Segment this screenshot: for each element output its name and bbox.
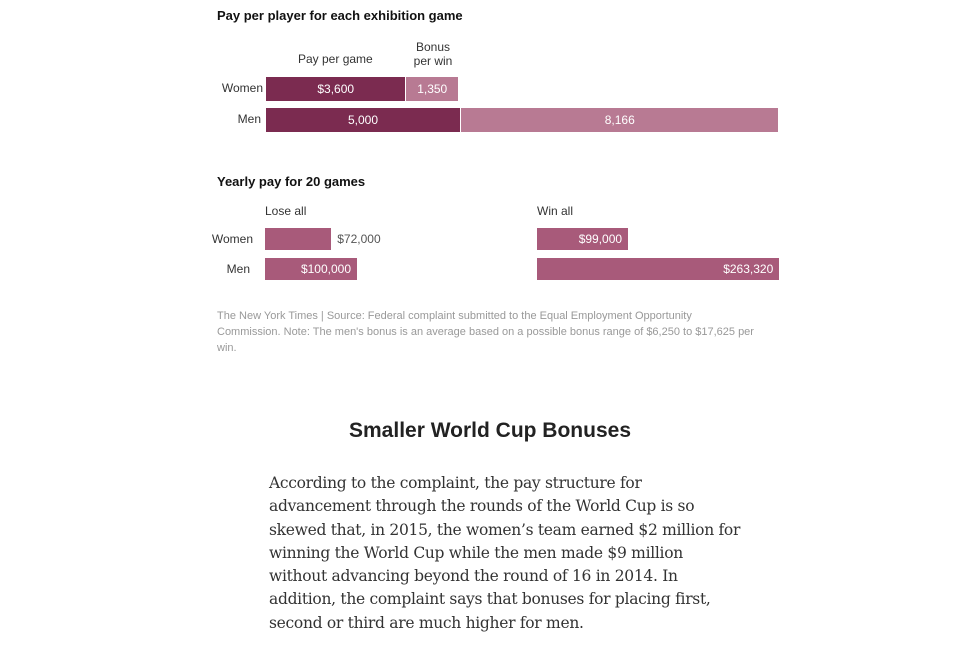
bar-label: $263,320 xyxy=(723,262,774,276)
row-label-men: Men xyxy=(237,112,261,126)
bar-label: 5,000 xyxy=(347,113,379,127)
bar-label: $99,000 xyxy=(578,232,623,246)
bar-women-pay: $3,600 xyxy=(266,77,406,101)
bar-label: $100,000 xyxy=(300,262,351,276)
bar-men-lose: $100,000 xyxy=(265,258,357,280)
article-paragraph: According to the complaint, the pay stru… xyxy=(269,472,740,635)
paragraph-line: skewed that, in 2015, the women’s team e… xyxy=(269,520,741,539)
paragraph-line: second or third are much higher for men. xyxy=(269,613,584,632)
bar-label: 8,166 xyxy=(604,113,635,127)
series-header-pay: Pay per game xyxy=(298,52,373,66)
paragraph-line: According to the complaint, the pay stru… xyxy=(269,474,642,492)
row-label-women: Women xyxy=(211,232,253,246)
source-note: The New York Times | Source: Federal com… xyxy=(217,310,754,354)
row-label-women: Women xyxy=(221,81,263,95)
bar-label: 1,350 xyxy=(417,82,448,96)
bar-men-pay: 5,000 xyxy=(266,108,460,132)
bar-men-win: $263,320 xyxy=(537,258,780,280)
bar-women-bonus: 1,350 xyxy=(406,77,459,101)
bar-women-win: $99,000 xyxy=(537,228,629,250)
bar-women-lose xyxy=(265,228,332,250)
bar-men-bonus: 8,166 xyxy=(461,108,779,132)
bar-label-outside: $72,000 xyxy=(337,232,381,246)
chart1-title: Pay per player for each exhibition game xyxy=(217,8,463,23)
panel-header-lose: Lose all xyxy=(265,204,307,218)
chart2-title: Yearly pay for 20 games xyxy=(217,174,366,189)
series-header-bonus: Bonus per win xyxy=(413,40,453,68)
paragraph-line: addition, the complaint says that bonuse… xyxy=(269,590,711,609)
paragraph-line: winning the World Cup while the men made… xyxy=(269,543,683,562)
article-heading: Smaller World Cup Bonuses xyxy=(349,419,631,442)
paragraph-line: without advancing beyond the round of 16… xyxy=(269,567,678,586)
panel-header-win: Win all xyxy=(537,204,574,218)
row-label-men: Men xyxy=(226,262,250,276)
paragraph-line: advancement through the rounds of the Wo… xyxy=(269,497,695,516)
bar-label: $3,600 xyxy=(317,82,355,96)
